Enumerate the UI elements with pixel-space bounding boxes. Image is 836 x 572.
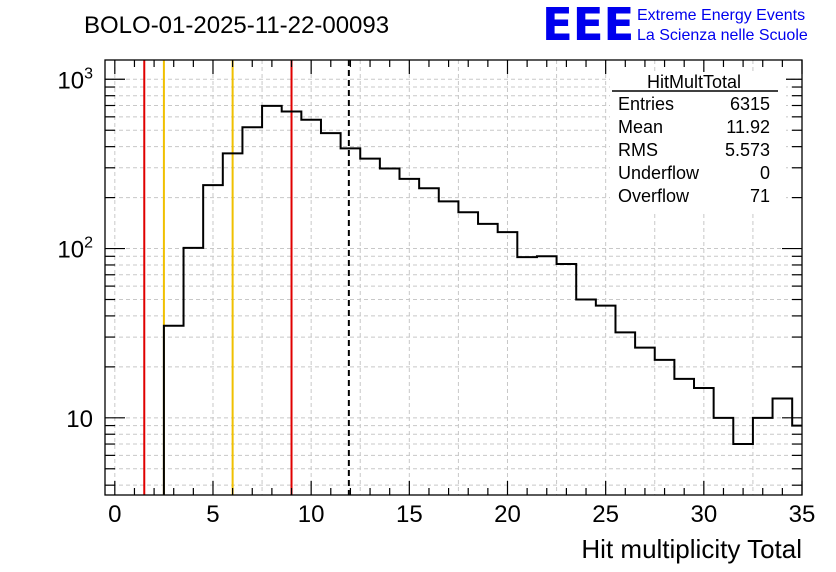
stats-label: Mean (618, 117, 663, 137)
x-tick-label: 5 (206, 501, 219, 528)
logo-line2: La Scienza nelle Scuole (637, 27, 808, 44)
axis-ticks (105, 60, 803, 495)
y-tick-label: 10 (66, 406, 93, 433)
stats-value: 71 (750, 186, 770, 206)
eee-logo: EEE Extreme Energy Events La Scienza nel… (542, 0, 808, 51)
x-tick-labels: 0 5 10 15 20 25 30 35 (108, 501, 815, 528)
x-tick-label: 0 (108, 501, 121, 528)
stats-value: 6315 (730, 94, 770, 114)
x-tick-label: 35 (789, 501, 816, 528)
stats-value: 11.92 (726, 117, 770, 137)
logo-line1: Extreme Energy Events (637, 7, 805, 24)
logo-mark: EEE (542, 0, 634, 51)
x-tick-label: 10 (298, 501, 325, 528)
histogram-outline (162, 104, 802, 495)
stats-box: HitMultTotal Entries 6315 Mean 11.92 RMS 5.57… (610, 72, 786, 212)
y-tick-exponent: 3 (84, 65, 93, 82)
y-tick-base: 10 (57, 67, 84, 94)
stats-rows: Entries 6315 Mean 11.92 RMS 5.573 Underflow 0 Ov… (618, 94, 770, 206)
y-tick-base: 10 (66, 406, 93, 433)
y-tick-exponent: 2 (84, 235, 93, 252)
stats-value: 5.573 (725, 140, 770, 160)
stats-title: HitMultTotal (647, 72, 741, 92)
stats-value: 0 (760, 163, 770, 183)
stats-label: Overflow (618, 186, 690, 206)
stats-box-background (610, 72, 786, 212)
y-tick-label: 103 (57, 65, 93, 94)
x-tick-label: 15 (396, 501, 423, 528)
stats-label: Entries (618, 94, 674, 114)
plot-frame (104, 59, 803, 496)
x-tick-label: 20 (494, 501, 521, 528)
y-tick-label: 102 (57, 235, 93, 264)
x-tick-label: 30 (690, 501, 717, 528)
x-tick-label: 25 (592, 501, 619, 528)
stats-label: Underflow (618, 163, 700, 183)
stats-label: RMS (618, 140, 658, 160)
x-axis-label: Hit multiplicity Total (581, 534, 802, 564)
chart-title: BOLO-01-2025-11-22-00093 (84, 12, 389, 39)
y-tick-base: 10 (57, 237, 84, 264)
